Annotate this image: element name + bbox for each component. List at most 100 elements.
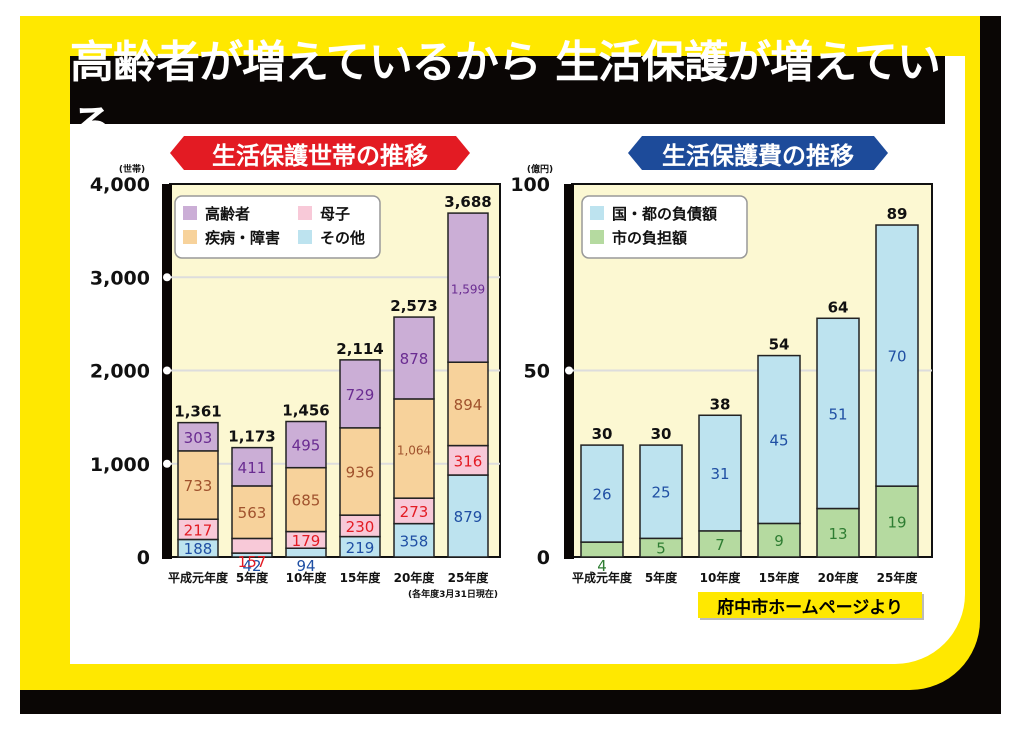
y-tick-dot <box>565 366 573 375</box>
bar-value-label: 411 <box>238 459 267 477</box>
bar-total-label: 1,173 <box>228 428 275 446</box>
x-tick-label: 20年度 <box>394 570 436 585</box>
bar-value-label: 51 <box>828 405 847 423</box>
bar-value-label: 7 <box>715 536 725 554</box>
bar-value-label: 219 <box>346 539 375 557</box>
bar-value-label: 685 <box>292 492 321 510</box>
bar-value-label: 495 <box>292 437 321 455</box>
bar-segment <box>339 359 381 429</box>
y-tick-label: 0 <box>137 547 150 569</box>
y-tick-label: 1,000 <box>90 454 150 476</box>
y-tick-label: 0 <box>537 547 550 569</box>
x-tick-label: 平成元年度 <box>168 570 229 585</box>
legend-box <box>174 195 381 259</box>
bar-value-label: 879 <box>454 508 483 526</box>
bar-segment <box>393 316 435 400</box>
y-tick-dot <box>163 273 171 282</box>
bar-segment <box>757 354 801 525</box>
bar-value-label: 1,599 <box>451 283 485 297</box>
bar-value-label: 26 <box>592 486 611 504</box>
y-tick-label: 2,000 <box>90 361 150 383</box>
legend-label: 高齢者 <box>205 205 250 223</box>
bar-segment <box>816 317 860 510</box>
bar-total-label: 89 <box>887 205 908 223</box>
x-tick-label: 10年度 <box>700 570 742 585</box>
y-tick-label: 4,000 <box>90 174 150 196</box>
bar-total-label: 64 <box>828 298 849 316</box>
bar-value-label: 19 <box>887 514 906 532</box>
bar-total-label: 30 <box>651 425 672 443</box>
x-tick-label: 10年度 <box>286 570 328 585</box>
y-tick-label: 100 <box>510 174 550 196</box>
bar-total-label: 2,114 <box>336 340 383 358</box>
date-note: (各年度3月31日現在) <box>408 588 498 600</box>
bar-segment <box>580 444 624 543</box>
legend-swatch <box>183 230 197 244</box>
y-tick-dot <box>163 459 171 468</box>
bar-value-label: 358 <box>400 532 429 550</box>
bar-segment <box>816 507 860 558</box>
bar-value-label: 45 <box>769 432 788 450</box>
bar-segment <box>875 485 919 558</box>
x-tick-label: 平成元年度 <box>572 570 633 585</box>
y-tick-dot <box>163 366 171 375</box>
bar-value-label: 9 <box>774 532 784 550</box>
bar-value-label: 733 <box>184 477 213 495</box>
bar-value-label: 273 <box>400 503 429 521</box>
bar-value-label: 1,064 <box>397 444 431 458</box>
chart-title-households: 生活保護世帯の推移 <box>170 136 470 170</box>
bar-value-label: 878 <box>400 350 429 368</box>
x-tick-label: 5年度 <box>236 570 269 585</box>
legend-label: 母子 <box>320 205 350 223</box>
bar-total-label: 38 <box>710 395 731 413</box>
source-note: 府中市ホームページより <box>698 592 922 618</box>
bar-value-label: 25 <box>651 484 670 502</box>
bar-segment <box>231 446 273 487</box>
bar-segment <box>447 361 489 447</box>
bar-segment <box>231 485 273 540</box>
x-tick-label: 15年度 <box>759 570 801 585</box>
y-tick-label: 3,000 <box>90 267 150 289</box>
bar-value-label: 188 <box>184 540 213 558</box>
bar-segment <box>339 427 381 516</box>
bar-total-label: 1,361 <box>174 403 221 421</box>
bar-segment <box>177 421 219 452</box>
bar-segment <box>285 466 327 533</box>
x-tick-label: 25年度 <box>448 570 490 585</box>
bar-value-label: 157 <box>238 553 267 571</box>
bar-segment <box>447 212 489 363</box>
bar-total-label: 3,688 <box>444 193 491 211</box>
bar-segment <box>698 414 742 532</box>
bar-value-label: 13 <box>828 525 847 543</box>
bar-value-label: 42 <box>242 557 261 575</box>
bar-segment <box>639 444 683 540</box>
bar-value-label: 729 <box>346 386 375 404</box>
bar-segment <box>177 450 219 520</box>
bar-total-label: 1,456 <box>282 402 329 420</box>
bar-segment <box>698 530 742 558</box>
x-tick-label: 25年度 <box>877 570 919 585</box>
legend-swatch <box>590 206 604 220</box>
legend-swatch <box>183 206 197 220</box>
legend-swatch <box>298 230 312 244</box>
bar-total-label: 2,573 <box>390 297 437 315</box>
bar-value-label: 31 <box>710 465 729 483</box>
legend-label: 疾病・障害 <box>205 229 280 247</box>
bar-segment <box>580 541 624 558</box>
bar-value-label: 5 <box>656 540 666 558</box>
bar-value-label: 70 <box>887 348 906 366</box>
bar-value-label: 316 <box>454 452 483 470</box>
x-tick-label: 15年度 <box>340 570 382 585</box>
legend-label: その他 <box>320 229 365 247</box>
bar-value-label: 230 <box>346 518 375 536</box>
bar-segment <box>447 474 489 558</box>
legend-swatch <box>298 206 312 220</box>
bar-value-label: 303 <box>184 429 213 447</box>
legend-label: 国・都の負債額 <box>612 205 717 223</box>
chart-title-expenses: 生活保護費の推移 <box>628 136 888 170</box>
legend-label: 市の負担額 <box>612 229 687 247</box>
bar-value-label: 94 <box>296 557 315 575</box>
bar-value-label: 4 <box>597 557 607 575</box>
